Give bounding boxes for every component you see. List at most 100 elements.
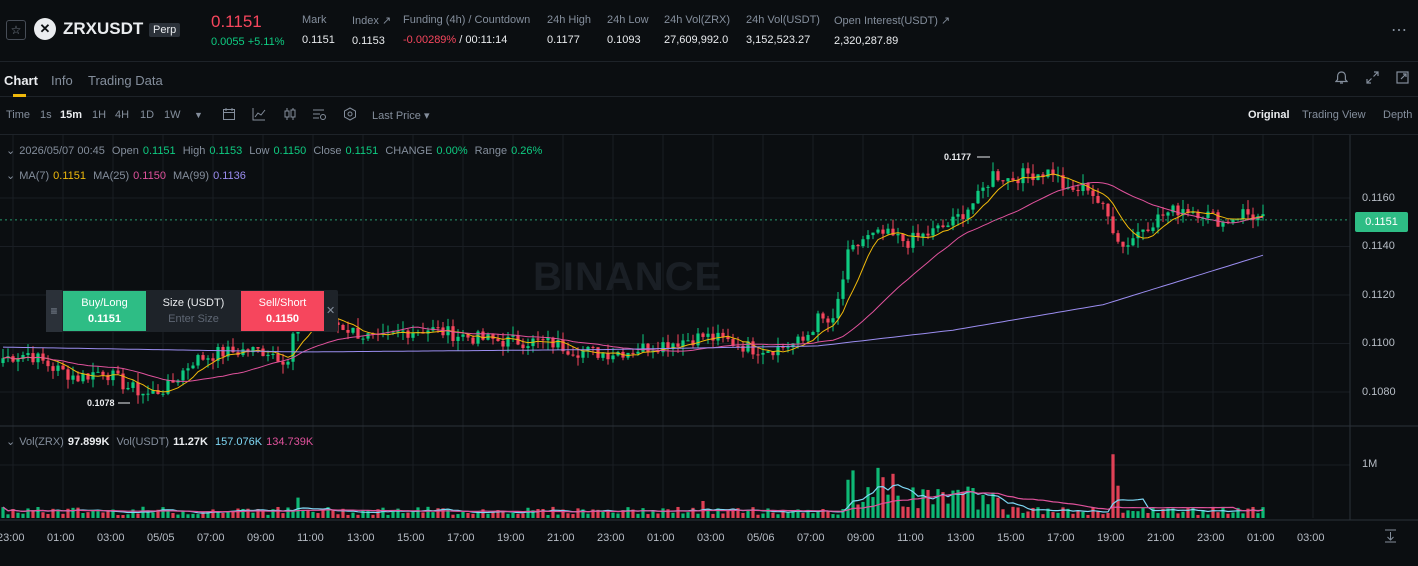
volume-bar bbox=[1001, 509, 1005, 518]
candle-body bbox=[1106, 203, 1110, 217]
interval-time[interactable]: Time bbox=[6, 109, 31, 121]
volume-bar bbox=[416, 507, 420, 518]
volume-bar bbox=[211, 509, 215, 518]
candle-body bbox=[146, 393, 150, 395]
candle-body bbox=[26, 353, 30, 355]
close-icon[interactable]: ✕ bbox=[326, 305, 336, 317]
volume-bar bbox=[1051, 512, 1055, 518]
interval-4h[interactable]: 4H bbox=[115, 109, 130, 121]
indicator-icon[interactable] bbox=[252, 107, 266, 124]
volume-bar bbox=[966, 486, 970, 518]
candle-body bbox=[846, 249, 850, 280]
interval-15m[interactable]: 15m bbox=[60, 109, 83, 121]
volume-bar bbox=[771, 512, 775, 518]
candle-body bbox=[351, 327, 355, 333]
volume-bar bbox=[486, 513, 490, 518]
bell-icon[interactable] bbox=[1334, 71, 1349, 88]
settings-list-icon[interactable] bbox=[312, 107, 327, 124]
interval-1w[interactable]: 1W bbox=[164, 109, 181, 121]
collapse-chevron-icon: ⌄ bbox=[6, 170, 16, 182]
volume-bar bbox=[551, 506, 555, 518]
volume-bar bbox=[641, 508, 645, 518]
volume-bar bbox=[831, 514, 835, 518]
sell-label: Sell/Short bbox=[258, 297, 307, 309]
volume-bar bbox=[366, 511, 370, 518]
quick-trade-panel: ≡ Buy/Long 0.1151 Size (USDT) Enter Size… bbox=[46, 290, 338, 332]
volume-bar bbox=[1216, 512, 1220, 518]
stat-open-interest[interactable]: Open Interest(USDT) ↗ 2,320,287.89 bbox=[834, 14, 950, 47]
volume-bar bbox=[791, 510, 795, 518]
symbol-name[interactable]: ZRXUSDT bbox=[63, 19, 144, 38]
stat-24h-low: 24h Low 0.1093 bbox=[607, 14, 649, 46]
candle-body bbox=[76, 375, 80, 382]
volume-bar bbox=[461, 511, 465, 518]
volume-bar bbox=[61, 513, 65, 518]
x-tick-label: 19:00 bbox=[497, 532, 525, 544]
candle-body bbox=[431, 327, 435, 331]
x-tick-label: 01:00 bbox=[47, 532, 75, 544]
stat-label: 24h Vol(ZRX) bbox=[664, 14, 731, 26]
volume-bar bbox=[971, 488, 975, 518]
open-value: 0.1151 bbox=[142, 145, 176, 157]
candle-body bbox=[816, 313, 820, 333]
interval-1s[interactable]: 1s bbox=[40, 109, 52, 121]
candle-body bbox=[736, 345, 740, 347]
volume-bar bbox=[36, 507, 40, 518]
candle-body bbox=[111, 370, 115, 381]
star-icon[interactable]: ☆ bbox=[6, 20, 26, 40]
candle-body bbox=[491, 334, 495, 339]
popout-icon[interactable] bbox=[1396, 71, 1409, 87]
view-original[interactable]: Original bbox=[1248, 109, 1290, 121]
candle-body bbox=[781, 346, 785, 348]
volume-bar bbox=[31, 510, 35, 518]
price-type-select[interactable]: Last Price ▾ bbox=[372, 110, 430, 122]
volume-bar bbox=[871, 497, 875, 518]
view-depth[interactable]: Depth bbox=[1383, 109, 1413, 121]
expand-icon[interactable] bbox=[1366, 71, 1379, 87]
volume-bar bbox=[6, 514, 10, 518]
volume-bar bbox=[786, 512, 790, 518]
scroll-to-latest-icon[interactable] bbox=[1384, 529, 1397, 546]
volume-bar bbox=[396, 508, 400, 518]
interval-1d[interactable]: 1D bbox=[140, 109, 155, 121]
volume-bar bbox=[451, 514, 455, 518]
volume-bar bbox=[351, 512, 355, 518]
zrx-logo-icon: ✕ bbox=[34, 18, 56, 40]
vol-label: Vol(ZRX) bbox=[19, 436, 64, 448]
candle-body bbox=[1061, 175, 1065, 189]
candle-body bbox=[731, 339, 735, 346]
low-value: 0.1150 bbox=[273, 145, 307, 157]
volume-bar bbox=[1096, 511, 1100, 518]
drag-handle-icon[interactable]: ≡ bbox=[46, 290, 62, 332]
candle-body bbox=[256, 347, 260, 349]
view-trading-view[interactable]: Trading View bbox=[1302, 109, 1366, 121]
candle-body bbox=[961, 214, 965, 220]
interval-1h[interactable]: 1H bbox=[92, 109, 107, 121]
sell-short-button[interactable]: Sell/Short 0.1150 bbox=[241, 291, 324, 331]
tab-info[interactable]: Info bbox=[51, 73, 73, 88]
candle-body bbox=[796, 336, 800, 344]
interval-dropdown-icon[interactable]: ▼ bbox=[194, 110, 203, 120]
volume-bar bbox=[496, 510, 500, 518]
candle-body bbox=[706, 333, 710, 337]
stat-index[interactable]: Index ↗ 0.1153 bbox=[352, 14, 391, 47]
more-dots-icon[interactable]: ⋯ bbox=[1391, 22, 1408, 39]
x-tick-label: 05/06 bbox=[747, 532, 775, 544]
buy-long-button[interactable]: Buy/Long 0.1151 bbox=[63, 291, 146, 331]
calendar-icon[interactable] bbox=[222, 107, 236, 124]
candle-body bbox=[956, 214, 960, 217]
tab-trading-data[interactable]: Trading Data bbox=[88, 73, 163, 88]
volume-bar bbox=[911, 487, 915, 518]
volume-bar bbox=[671, 512, 675, 518]
volume-ma-line bbox=[2, 490, 1264, 513]
stat-value: 27,609,992.0 bbox=[664, 34, 729, 46]
volume-bar bbox=[171, 512, 175, 518]
volume-bar bbox=[581, 509, 585, 518]
candle-style-icon[interactable] bbox=[283, 107, 297, 124]
volume-bar bbox=[636, 513, 640, 518]
tab-chart[interactable]: Chart bbox=[4, 73, 38, 88]
hexagon-settings-icon[interactable] bbox=[343, 107, 357, 124]
high-label: High bbox=[182, 145, 206, 157]
size-input[interactable]: Size (USDT) Enter Size bbox=[146, 291, 241, 331]
